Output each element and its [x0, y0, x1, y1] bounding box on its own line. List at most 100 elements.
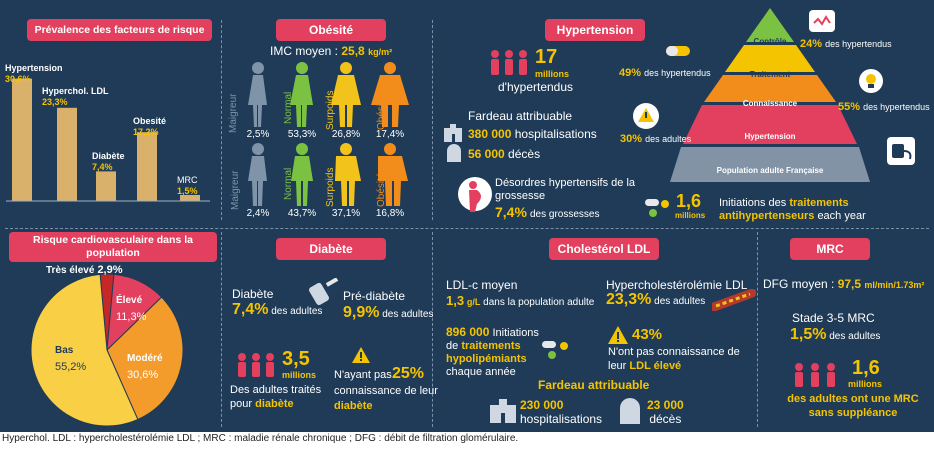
blood-pressure-cuff-icon	[887, 137, 915, 165]
pie-label-eleve: Élevé 11,3%	[116, 295, 147, 323]
ldl-hyper-label: Hypercholestérolémie LDL	[606, 278, 748, 292]
bar-2	[57, 107, 77, 201]
label-obesite-women: Obésité	[376, 95, 387, 130]
hta-hosp: 380 000 hospitalisations	[468, 127, 597, 141]
divider	[757, 232, 758, 427]
people-group-icon	[491, 50, 527, 75]
divider	[432, 20, 433, 220]
people-group-icon	[238, 353, 274, 377]
diab-unaware-value: 25%	[392, 365, 425, 382]
hospital-icon	[444, 124, 462, 142]
hta-treat-unit: millions	[675, 211, 706, 220]
mrc-supp-unit: millions	[848, 379, 883, 389]
hypertension-title: Hypertension	[545, 19, 645, 41]
pct-women-normal: 53,3%	[287, 129, 317, 140]
pyramid-level-connaissance	[704, 75, 836, 102]
hta-count-unit: millions	[535, 69, 570, 79]
pie-label-modere: Modéré 30,6%	[127, 353, 163, 381]
diab-unaware-a: N'ayant pas	[334, 369, 392, 381]
pyramid-level-population	[670, 147, 870, 182]
pyr-label-traitement: Traitement	[749, 70, 791, 79]
pyr-connaissance-value: 55% des hypertendus	[838, 101, 930, 113]
diab-value: 7,4% des adultes	[232, 301, 323, 318]
hta-treat-value: 1,6	[676, 191, 702, 211]
hta-deaths: 56 000 décès	[468, 147, 541, 161]
warning-icon	[608, 326, 628, 344]
bar-1	[12, 78, 32, 201]
bar-label-hypertension: Hypertension 30,6%	[5, 63, 63, 84]
pyr-controle-value: 24% des hypertendus	[800, 38, 892, 50]
mrc-stage-value: 1,5% des adultes	[790, 326, 881, 343]
hta-treat-text: Initiations des traitements antihyperten…	[719, 197, 866, 222]
pyr-adultes-value: 30% des adultes	[620, 133, 692, 145]
pregnancy-text: Désordres hypertensifs de la grossesse	[495, 177, 636, 202]
ldl-hosp: 230 000 hospitalisations	[520, 398, 603, 426]
label-maigreur-men: Maigreur	[230, 170, 241, 210]
pills-icon	[542, 341, 568, 359]
prevalence-title: Prévalence des facteurs de risque	[27, 19, 212, 41]
imc-line: IMC moyen : 25,8 kg/m²	[270, 44, 393, 58]
diab-treated-value: 3,5	[282, 348, 310, 370]
mrc-supp-text: des adultes ont une MRC sans suppléance	[787, 393, 919, 419]
warning-icon	[352, 347, 370, 363]
pie-slice-3	[106, 296, 184, 421]
pct-men-surpoids: 37,1%	[331, 208, 361, 219]
pct-men-maigreur: 2,4%	[246, 208, 270, 219]
woman-obesite-icon	[371, 62, 409, 127]
diab-treated-unit: millions	[282, 370, 317, 380]
ldl-title: Cholestérol LDL	[549, 238, 659, 260]
pct-women-maigreur: 2,5%	[246, 129, 270, 140]
ldl-unaware-text: N'ont pas connaissance de leur LDL élevé	[608, 346, 740, 372]
women-silhouettes	[248, 62, 409, 127]
artery-icon	[712, 289, 756, 311]
footnote: Hyperchol. LDL : hypercholestérolémie LD…	[2, 433, 519, 444]
mrc-title: MRC	[790, 238, 870, 260]
hta-count-label: d'hypertendus	[498, 80, 574, 94]
ldl-mean-label: LDL-c moyen	[446, 278, 518, 292]
ldl-mean-value: 1,3 g/L dans la population adulte	[446, 293, 595, 308]
cv-risk-pie-chart	[30, 273, 184, 427]
pie-slice-4	[30, 273, 139, 427]
bar-label-ldl: Hyperchol. LDL 23,3%	[42, 86, 109, 107]
prevalence-bars	[12, 78, 200, 201]
pyr-label-hypertension: Hypertension	[744, 132, 796, 141]
pyramid-level-hypertension	[683, 105, 857, 144]
label-maigreur-women: Maigreur	[228, 93, 239, 133]
ldl-hyper-value: 23,3% des adultes	[606, 291, 706, 308]
pct-men-normal: 43,7%	[287, 208, 317, 219]
diabetes-title: Diabète	[276, 238, 386, 260]
mrc-supp-value: 1,6	[852, 357, 880, 379]
woman-maigreur-icon	[248, 62, 267, 127]
pill-capsule-icon	[666, 46, 690, 56]
pyramid-level-controle	[746, 8, 794, 42]
bar-5	[180, 195, 200, 201]
tombstone-icon	[447, 144, 461, 162]
label-surpoids-women: Surpoids	[325, 90, 336, 130]
pyr-traitement-value: 49% des hypertendus	[619, 67, 711, 79]
label-normal-women: Normal	[283, 91, 294, 124]
pct-women-obesite: 17,4%	[375, 129, 405, 140]
hta-burden-title: Fardeau attribuable	[468, 109, 573, 123]
bar-4	[137, 132, 157, 201]
prediab-label: Pré-diabète	[343, 289, 406, 303]
divider	[221, 232, 222, 427]
pie-label-tres-eleve: Très élevé 2,9%	[46, 264, 123, 276]
bar-label-obesite: Obesité 17,2%	[133, 116, 167, 137]
man-surpoids-icon	[335, 143, 361, 206]
woman-surpoids-icon	[331, 62, 361, 127]
hospital-icon	[490, 399, 516, 423]
label-surpoids-men: Surpoids	[325, 167, 336, 207]
pyr-label-controle: Contrôle	[753, 37, 787, 46]
man-maigreur-icon	[248, 143, 267, 206]
pregnancy-value: 7,4% des grossesses	[495, 204, 600, 220]
bar-label-diabete: Diabète 7,4%	[92, 151, 125, 172]
pyr-label-population: Population adulte Française	[716, 166, 824, 175]
tombstone-icon	[620, 398, 640, 424]
pie-label-bas: Bas 55,2%	[55, 345, 87, 373]
pregnant-woman-icon	[458, 177, 492, 212]
pills-icon	[645, 199, 669, 217]
pyr-label-connaissance: Connaissance	[742, 99, 798, 108]
prevalence-bar-chart	[6, 78, 210, 202]
bar-3	[96, 171, 116, 201]
ldl-init-text: 896 000 Initiations de traitements hypol…	[446, 325, 539, 379]
